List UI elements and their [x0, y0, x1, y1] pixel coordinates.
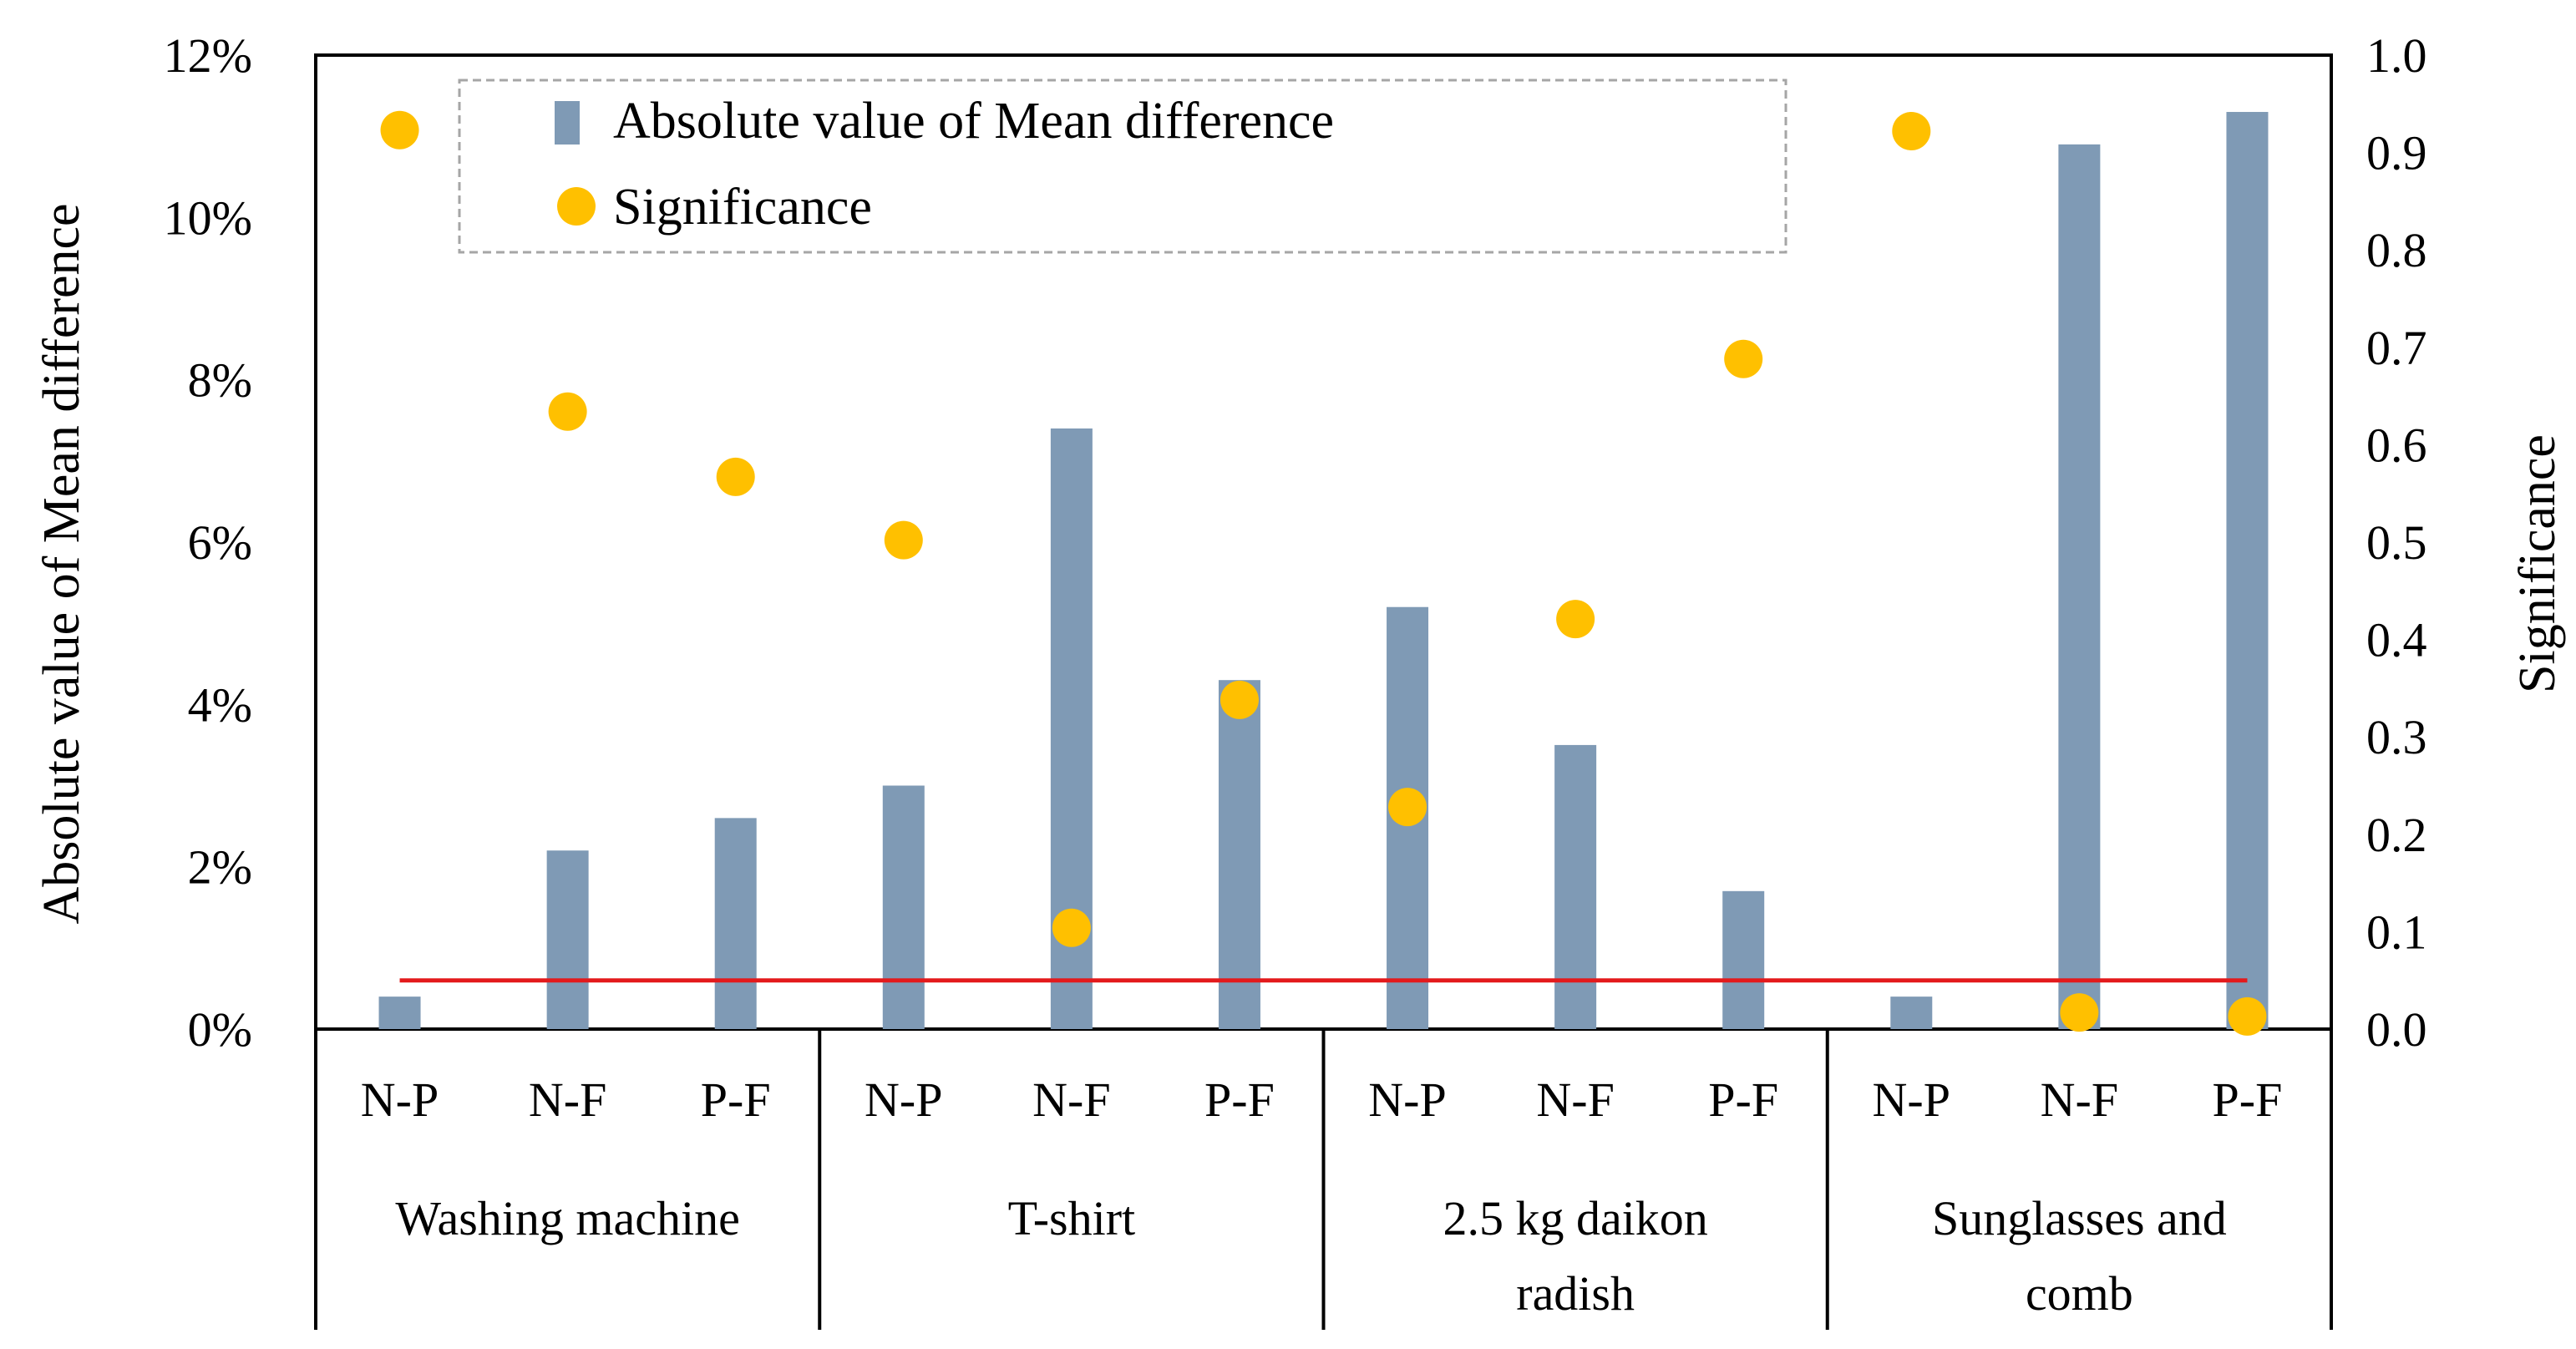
right-tick-label: 0.2 [2366, 808, 2427, 862]
significance-point-9 [1892, 111, 1931, 150]
significance-point-3 [884, 520, 923, 560]
right-tick-label: 0.1 [2366, 905, 2427, 959]
group-label: comb [2026, 1266, 2133, 1321]
significance-point-1 [548, 392, 587, 431]
legend: Absolute value of Mean difference Signif… [458, 79, 1787, 254]
x-tick-label: N-F [1536, 1073, 1614, 1127]
left-tick-label: 4% [188, 677, 252, 732]
bar-3 [882, 785, 925, 1029]
group-label: Sunglasses and [1932, 1191, 2227, 1245]
significance-point-2 [716, 457, 755, 496]
bar-8 [1722, 890, 1765, 1029]
right-tick-label: 0.6 [2366, 418, 2427, 472]
legend-dot-label: Significance [613, 179, 872, 236]
x-tick-label: N-F [1032, 1073, 1110, 1127]
group-label: Washing machine [395, 1191, 740, 1245]
left-tick-label: 10% [164, 190, 252, 245]
significance-point-10 [2060, 993, 2099, 1032]
legend-bar-swatch [555, 101, 580, 145]
x-tick-label: N-F [529, 1073, 606, 1127]
bar-2 [714, 818, 757, 1029]
x-tick-label: N-P [1873, 1073, 1950, 1127]
x-tick-label: N-P [361, 1073, 439, 1127]
left-tick-label: 12% [164, 28, 252, 83]
legend-dot-swatch [557, 187, 596, 226]
x-tick-label: P-F [2213, 1073, 2283, 1127]
legend-box [458, 79, 1787, 254]
significance-series [380, 110, 2267, 1036]
bar-11 [2226, 112, 2269, 1030]
significance-point-4 [1052, 908, 1091, 947]
significance-point-8 [1724, 339, 1763, 378]
left-axis-label: Absolute value of Mean difference [33, 203, 90, 924]
right-tick-label: 0.0 [2366, 1002, 2427, 1057]
x-tick-label: N-P [1368, 1073, 1446, 1127]
right-axis-label: Significance [2509, 434, 2566, 693]
x-tick-label: P-F [701, 1073, 771, 1127]
significance-point-0 [380, 110, 419, 150]
group-label: radish [1516, 1266, 1635, 1321]
x-axis: N-P N-F P-F N-P N-F P-F N-P N-F P-F N-P N-F P-F Wash… [314, 1029, 2333, 1330]
x-tick-label: N-P [865, 1073, 942, 1127]
left-axis-ticks: 0% 2% 4% 6% 8% 10% 12% [164, 28, 252, 1057]
significance-point-6 [1388, 788, 1427, 827]
bar-9 [1890, 997, 1933, 1029]
bar-5 [1218, 680, 1260, 1029]
significance-point-11 [2228, 997, 2267, 1036]
left-tick-label: 8% [188, 353, 252, 408]
bar-7 [1554, 744, 1597, 1029]
right-tick-label: 0.7 [2366, 321, 2427, 375]
right-tick-label: 0.4 [2366, 613, 2427, 667]
x-tick-label: P-F [1708, 1073, 1778, 1127]
right-tick-label: 0.3 [2366, 710, 2427, 764]
significance-point-5 [1220, 680, 1259, 719]
right-tick-label: 0.5 [2366, 515, 2427, 570]
right-tick-label: 1.0 [2366, 28, 2427, 83]
bar-1 [546, 850, 589, 1029]
right-axis-ticks: 0.0 0.1 0.2 0.3 0.4 0.5 0.6 0.7 0.8 0.9 1.0 [2366, 28, 2427, 1057]
x-tick-label: N-F [2041, 1073, 2118, 1127]
significance-point-7 [1556, 600, 1595, 639]
left-tick-label: 6% [188, 515, 252, 570]
bar-0 [378, 997, 421, 1029]
legend-bar-label: Absolute value of Mean difference [613, 93, 1334, 150]
group-label: 2.5 kg daikon [1443, 1191, 1707, 1245]
right-tick-label: 0.8 [2366, 223, 2427, 277]
left-tick-label: 2% [188, 840, 252, 895]
bar-10 [2058, 144, 2101, 1030]
x-tick-label: P-F [1204, 1073, 1275, 1127]
left-tick-label: 0% [188, 1002, 252, 1057]
right-tick-label: 0.9 [2366, 126, 2427, 180]
group-label: T-shirt [1008, 1191, 1136, 1245]
